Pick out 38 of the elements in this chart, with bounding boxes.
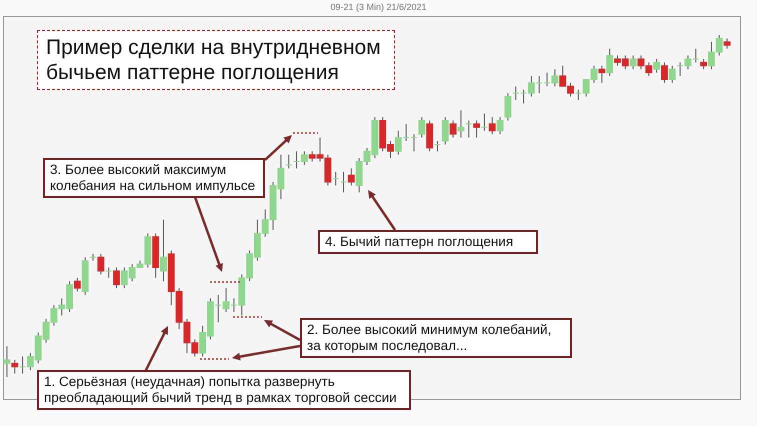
candlestick [113, 267, 120, 289]
candlestick [160, 219, 167, 282]
candlestick [606, 48, 614, 77]
candlestick [512, 86, 520, 100]
candlestick [480, 113, 488, 132]
candlestick [598, 65, 606, 84]
candlestick [488, 116, 496, 135]
candlestick [340, 171, 347, 193]
callout-box: 4. Бычий паттерн поглощения [318, 230, 538, 254]
callout-box: 2. Более высокий минимум колебаний, за которым последовал... [300, 318, 572, 358]
candlestick [97, 253, 104, 275]
candlestick [724, 38, 731, 50]
candlestick [442, 116, 449, 145]
candlestick [418, 116, 426, 138]
candlestick [653, 58, 660, 74]
text: Пример сделки на внутридневном бычьем паттерне поглощения [37, 30, 395, 90]
candlestick [426, 120, 434, 152]
candlestick [74, 277, 81, 292]
candlestick [504, 92, 512, 121]
candlestick [348, 168, 355, 186]
candlestick [450, 120, 457, 138]
callout-box: 1. Серьёзная (неудачная) попытка развернуть преобладающий бычий тренд в рамках торговой сессии [37, 370, 411, 410]
candlestick [105, 267, 112, 278]
candlestick [465, 120, 472, 138]
candlestick [496, 116, 504, 135]
chart-subtitle: 09-21 (3 Min) 21/6/2021 [329, 2, 428, 12]
candlestick [700, 58, 708, 70]
candlestick [473, 120, 480, 138]
candlestick [458, 110, 464, 138]
candlestick [661, 62, 668, 84]
candlestick [332, 171, 340, 186]
candlestick [630, 55, 637, 70]
candlestick [434, 140, 441, 152]
candlestick [668, 65, 676, 84]
callout-box: 3. Более высокий максимум колебания на сильном импульсе [43, 158, 265, 198]
candlestick [410, 134, 418, 152]
candlestick [285, 154, 292, 169]
candlestick [3, 346, 10, 377]
